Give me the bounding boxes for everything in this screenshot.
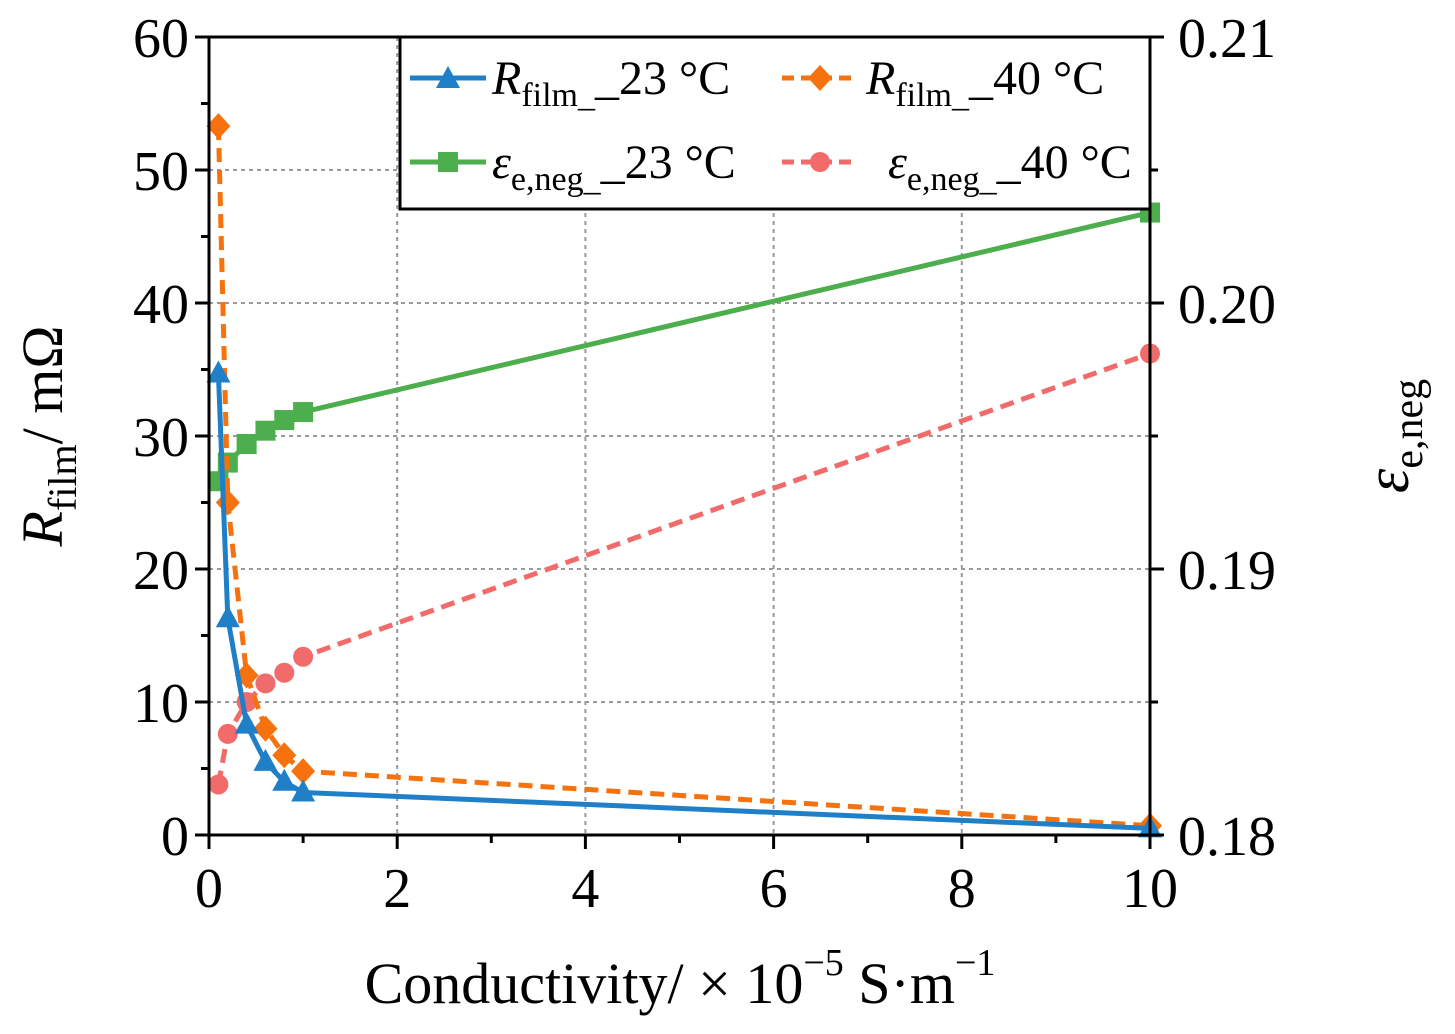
legend-label-e-neg-23: εe,neg__23 °C (492, 136, 736, 198)
x-tick-label: 0 (195, 858, 223, 920)
data-point-square (274, 410, 295, 431)
data-point-triangle (215, 605, 240, 628)
x-tick-label: 4 (571, 858, 599, 920)
data-point-circle (274, 662, 295, 683)
series-triangle-group (206, 360, 1162, 838)
data-point-circle (255, 673, 276, 694)
data-point-square (255, 420, 276, 441)
legend-marker-circle (810, 152, 830, 172)
data-point-diamond (291, 758, 316, 785)
series-square-group (208, 202, 1160, 492)
legend-label-subscript: e,neg_ (907, 161, 998, 198)
legend-label-subscript: e,neg_ (511, 161, 602, 198)
x-tick-label: 10 (1122, 858, 1178, 920)
legend-label-subscript: film_ (521, 77, 596, 114)
data-point-diamond (253, 715, 278, 742)
x-axis-label: Conductivity/ × 10−5 S·m−1 (365, 942, 996, 1016)
series-diamond-group (206, 113, 1162, 839)
legend-item-r-film-23: Rfilm__23 °C (410, 52, 730, 114)
x-tick-label: 2 (383, 858, 411, 920)
y-axis-left-label-units: / mΩ (10, 326, 75, 445)
data-point-diamond (215, 489, 240, 516)
series-line-diamond (215, 126, 1151, 829)
legend-label-rest: _23 °C (594, 52, 730, 105)
x-axis-label-units: S·m (844, 951, 955, 1016)
series-line-triangle (215, 373, 1151, 831)
legend-item-e-neg-23: εe,neg__23 °C (410, 136, 736, 198)
y-axis-left-label-symbol: R (10, 511, 75, 547)
legend: Rfilm__23 °C Rfilm__40 °C εe,neg__23 °C … (398, 35, 1152, 211)
y-left-tick-label: 60 (133, 8, 189, 70)
y-left-tick-label: 0 (161, 806, 189, 868)
y-axis-left-label: Rfilm/ mΩ (10, 326, 85, 548)
legend-label-symbol: R (491, 52, 521, 105)
data-point-triangle (234, 711, 259, 734)
data-point-circle (217, 723, 238, 744)
legend-label-rest: _23 °C (600, 136, 736, 189)
y-right-tick-label: 0.19 (1178, 540, 1276, 602)
y-left-tick-label: 50 (133, 141, 189, 203)
y-left-tick-label: 20 (133, 540, 189, 602)
legend-box (398, 35, 1152, 211)
data-point-square (236, 433, 257, 454)
legend-item-e-neg-40: εe,neg__40 °C (782, 136, 1132, 198)
y-left-tick-label: 30 (133, 407, 189, 469)
legend-marker-triangle (436, 66, 460, 88)
data-point-diamond (206, 113, 231, 140)
legend-label-r-film-23: Rfilm__23 °C (491, 52, 730, 114)
data-point-diamond (272, 742, 297, 769)
legend-label-symbol: ε (888, 136, 907, 189)
data-point-circle (208, 774, 229, 795)
axis-ticks: 0 2 4 6 8 10 0 10 20 30 40 50 60 0.18 0.19 0.20 0.21 (133, 8, 1276, 920)
legend-label-subscript: film_ (895, 77, 970, 114)
y-left-tick-label: 40 (133, 274, 189, 336)
y-axis-left-label-subscript: film (40, 444, 85, 511)
legend-label-symbol: R (865, 52, 895, 105)
y-axis-right-label-subscript: e,neg (1386, 379, 1432, 469)
y-right-tick-label: 0.20 (1178, 274, 1276, 336)
data-point-triangle (206, 360, 231, 383)
series-line-square (216, 210, 1151, 483)
x-axis-label-units-exponent: −1 (955, 942, 995, 984)
legend-label-e-neg-40: εe,neg__40 °C (888, 136, 1132, 198)
legend-label-rest: _40 °C (968, 52, 1104, 105)
data-point-triangle (272, 768, 297, 791)
data-point-triangle (253, 748, 278, 771)
y-right-tick-label: 0.18 (1178, 806, 1276, 868)
x-axis-label-base: Conductivity/ × 10 (365, 951, 804, 1016)
legend-label-r-film-40: Rfilm__40 °C (865, 52, 1104, 114)
legend-marker-diamond (808, 65, 832, 91)
legend-label-rest: _40 °C (996, 136, 1132, 189)
legend-label-symbol: ε (492, 136, 511, 189)
x-axis-label-exponent: −5 (803, 942, 843, 984)
y-left-tick-label: 10 (133, 673, 189, 735)
legend-marker-square (438, 152, 458, 172)
y-axis-right-label-symbol: ε (1354, 468, 1422, 493)
y-right-tick-label: 0.21 (1178, 8, 1276, 70)
x-tick-label: 8 (948, 858, 976, 920)
data-point-triangle (291, 779, 316, 802)
x-tick-label: 6 (760, 858, 788, 920)
legend-item-r-film-40: Rfilm__40 °C (782, 52, 1104, 114)
data-point-circle (293, 646, 314, 667)
y-axis-right-label: εe,neg (1354, 379, 1432, 493)
data-point-square (293, 402, 314, 423)
plot-series (206, 113, 1162, 839)
